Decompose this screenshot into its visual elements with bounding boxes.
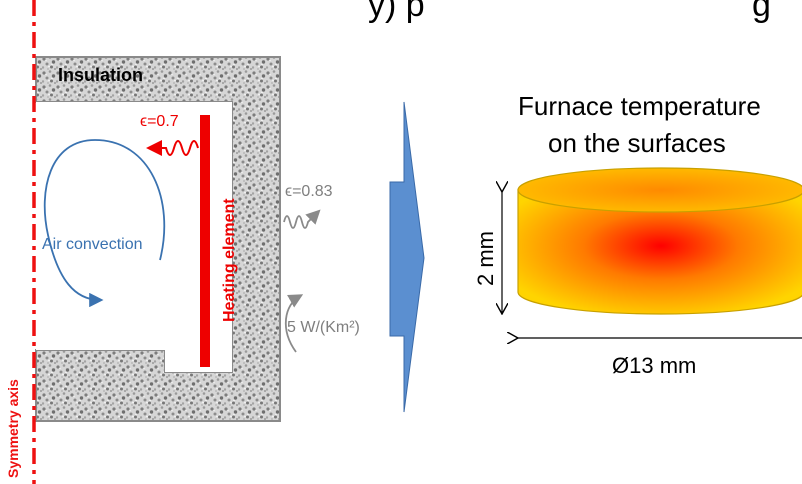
height-dimension-label: 2 mm bbox=[473, 231, 498, 286]
heat-transfer-curve-icon bbox=[284, 294, 304, 353]
radiation-outer-icon bbox=[283, 209, 321, 229]
emissivity-outer-label: ϵ=0.83 bbox=[285, 183, 333, 200]
symmetry-axis-label: Symmetry axis bbox=[5, 379, 21, 478]
heating-element-bar bbox=[200, 115, 210, 367]
furnace-temp-title-line1: Furnace temperature bbox=[518, 91, 761, 121]
top-cut-text-right: g bbox=[752, 0, 771, 24]
furnace-temp-title-line2: on the surfaces bbox=[548, 128, 726, 158]
insulation-block bbox=[35, 56, 281, 422]
heat-transfer-coefficient-label: 5 W/(Km²) bbox=[287, 319, 360, 336]
transition-arrow bbox=[389, 101, 425, 413]
radiation-heater-icon bbox=[146, 140, 199, 156]
diameter-dimension-label: Ø13 mm bbox=[612, 353, 696, 378]
heating-element-label: Heating element bbox=[221, 198, 238, 322]
insulation-label: Insulation bbox=[58, 65, 143, 85]
air-convection-label: Air convection bbox=[42, 236, 143, 253]
emissivity-heater-label: ϵ=0.7 bbox=[140, 113, 179, 130]
air-convection-arrow bbox=[43, 139, 166, 308]
furnace-cylinder bbox=[517, 167, 802, 315]
top-cut-text: y) p bbox=[368, 0, 425, 24]
